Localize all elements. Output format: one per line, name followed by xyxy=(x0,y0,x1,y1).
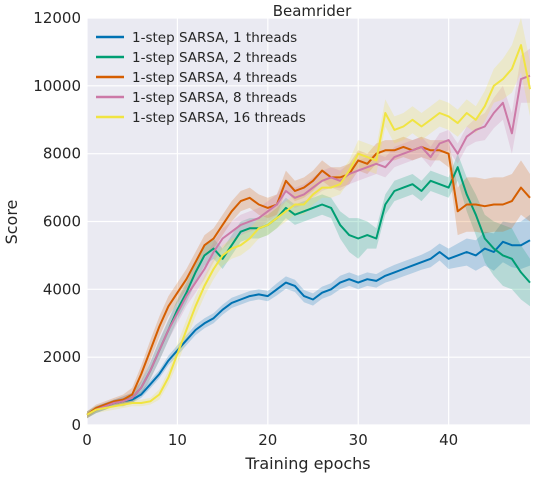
x-tick-label: 20 xyxy=(258,431,277,449)
confidence-bands xyxy=(87,18,530,419)
series-line-3 xyxy=(86,74,531,416)
series-band-2 xyxy=(87,136,530,419)
series-band-4 xyxy=(87,18,530,419)
legend-label: 1-step SARSA, 16 threads xyxy=(132,110,306,126)
y-tick-label: 4000 xyxy=(43,280,81,298)
y-tick-label: 12000 xyxy=(33,9,81,27)
series-lines xyxy=(86,44,531,416)
series-line-2 xyxy=(86,145,531,416)
y-tick-label: 10000 xyxy=(33,77,81,95)
x-tick-label: 0 xyxy=(82,431,92,449)
y-tick-label: 8000 xyxy=(43,145,81,163)
x-axis-title: Training epochs xyxy=(244,454,370,473)
chart-title: Beamrider xyxy=(273,2,352,20)
legend: 1-step SARSA, 1 threads 1-step SARSA, 2 t… xyxy=(96,30,306,126)
legend-label: 1-step SARSA, 4 threads xyxy=(132,70,297,86)
y-tick-label: 6000 xyxy=(43,213,81,231)
gridlines xyxy=(86,17,530,426)
legend-label: 1-step SARSA, 2 threads xyxy=(132,50,297,66)
x-tick-label: 40 xyxy=(439,431,458,449)
y-tick-label: 2000 xyxy=(43,348,81,366)
series-line-4 xyxy=(86,44,531,416)
y-tick-label: 0 xyxy=(71,416,81,434)
series-band-3 xyxy=(87,48,530,419)
legend-label: 1-step SARSA, 8 threads xyxy=(132,90,297,106)
x-tick-label: 10 xyxy=(168,431,187,449)
series-band-0 xyxy=(87,214,530,419)
legend-label: 1-step SARSA, 1 threads xyxy=(132,30,297,46)
series-band-1 xyxy=(87,153,530,419)
x-tick-label: 30 xyxy=(349,431,368,449)
y-axis-title: Score xyxy=(2,200,21,245)
tick-labels: 0 10 20 30 40 0 2000 4000 6000 8000 10000 12000 xyxy=(33,9,458,449)
series-line-0 xyxy=(86,239,531,416)
